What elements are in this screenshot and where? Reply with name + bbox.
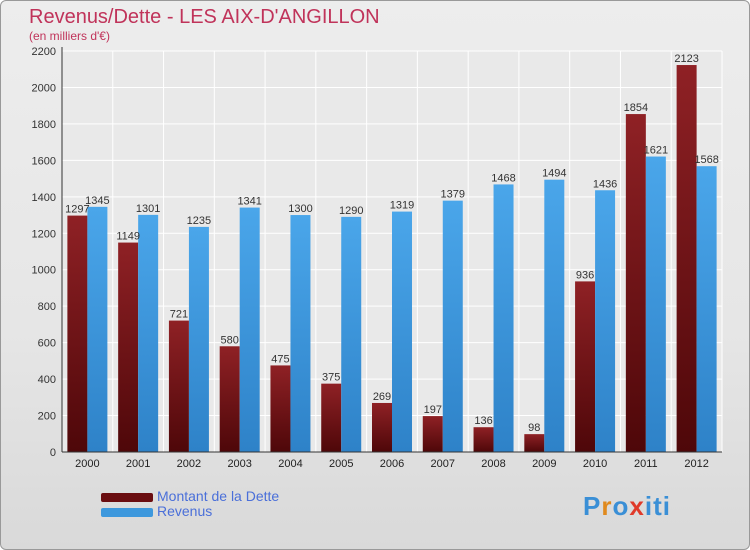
- y-tick-label: 0: [50, 447, 56, 459]
- x-tick-label-2002: 2002: [177, 458, 201, 470]
- y-tick-label: 600: [38, 338, 56, 350]
- logo-letter: P: [583, 491, 602, 521]
- bar-revenus-2007: [442, 200, 463, 452]
- data-label-dette-2007: 197: [424, 404, 442, 416]
- x-tick-label-2012: 2012: [684, 458, 708, 470]
- y-tick-label: 1800: [32, 119, 56, 131]
- logo-letter: r: [601, 491, 613, 521]
- x-tick-label-2004: 2004: [278, 458, 302, 470]
- x-tick-label-2000: 2000: [75, 458, 99, 470]
- logo-letter: o: [612, 491, 630, 521]
- x-tick-label-2005: 2005: [329, 458, 353, 470]
- y-tick-label: 1400: [32, 192, 56, 204]
- logo-letter: i: [662, 491, 671, 521]
- data-label-revenus-2011: 1621: [644, 145, 668, 157]
- data-label-dette-2002: 721: [170, 309, 188, 321]
- data-label-revenus-2002: 1235: [187, 215, 211, 227]
- data-label-revenus-2009: 1494: [542, 168, 566, 180]
- y-tick-label: 1600: [32, 155, 56, 167]
- x-tick-label-2010: 2010: [583, 458, 607, 470]
- bar-dette-2000: [67, 215, 88, 452]
- x-tick-label-2011: 2011: [634, 458, 658, 470]
- x-tick-label-2003: 2003: [227, 458, 251, 470]
- data-label-revenus-2006: 1319: [390, 200, 414, 212]
- data-label-revenus-2001: 1301: [136, 203, 160, 215]
- data-label-dette-2001: 1149: [116, 231, 140, 243]
- bar-revenus-2008: [493, 184, 514, 452]
- bar-revenus-2000: [87, 206, 108, 452]
- x-tick-label-2006: 2006: [380, 458, 404, 470]
- legend-swatch-revenus: [101, 508, 153, 517]
- bar-revenus-2006: [392, 211, 412, 452]
- bar-dette-2004: [270, 365, 291, 452]
- y-tick-label: 800: [38, 301, 56, 313]
- logo-letter: i: [644, 491, 654, 521]
- bar-revenus-2005: [341, 216, 362, 452]
- data-label-revenus-2008: 1468: [491, 172, 515, 184]
- chart-title: Revenus/Dette - LES AIX-D'ANGILLON: [29, 6, 380, 28]
- data-label-dette-2010: 936: [576, 269, 594, 281]
- logo-letter: x: [629, 491, 645, 521]
- bar-revenus-2004: [290, 215, 311, 452]
- y-tick-label: 2000: [32, 82, 56, 94]
- y-tick-label: 2200: [32, 46, 56, 58]
- bar-revenus-2003: [239, 207, 260, 452]
- bar-revenus-2009: [544, 179, 565, 452]
- data-label-revenus-2000: 1345: [85, 195, 109, 207]
- bar-dette-2009: [524, 434, 545, 452]
- legend-label-revenus: Revenus: [157, 503, 213, 519]
- data-label-dette-2005: 375: [322, 372, 340, 384]
- x-tick-label-2008: 2008: [481, 458, 505, 470]
- x-tick-label-2009: 2009: [532, 458, 556, 470]
- data-label-dette-2012: 2123: [674, 53, 698, 65]
- bar-revenus-2011: [645, 156, 666, 453]
- x-tick-label-2007: 2007: [431, 458, 455, 470]
- y-tick-label: 200: [38, 411, 56, 423]
- data-label-revenus-2005: 1290: [339, 205, 363, 217]
- data-label-dette-2009: 98: [528, 422, 540, 434]
- x-tick-label-2001: 2001: [126, 458, 150, 470]
- bar-dette-2011: [625, 114, 646, 453]
- data-label-revenus-2003: 1341: [237, 196, 261, 208]
- data-label-revenus-2004: 1300: [288, 203, 312, 215]
- data-label-dette-2003: 580: [221, 334, 239, 346]
- data-label-revenus-2012: 1568: [694, 154, 718, 166]
- bar-dette-2002: [168, 320, 189, 452]
- bar-dette-2008: [473, 427, 494, 452]
- legend-swatch-dette: [101, 493, 153, 502]
- logo-letter: t: [653, 491, 663, 521]
- proxiti-logo: Proxiti: [583, 491, 671, 522]
- bar-dette-2006: [372, 402, 392, 452]
- bar-revenus-2002: [188, 226, 209, 452]
- data-label-dette-2011: 1854: [624, 102, 648, 114]
- legend-label-dette: Montant de la Dette: [157, 488, 280, 504]
- bar-dette-2007: [422, 416, 443, 452]
- data-label-dette-2008: 136: [474, 415, 492, 427]
- bar-revenus-2012: [696, 166, 717, 453]
- y-tick-label: 400: [38, 374, 56, 386]
- data-label-revenus-2007: 1379: [441, 189, 465, 201]
- y-tick-label: 1000: [32, 265, 56, 277]
- data-label-revenus-2010: 1436: [593, 178, 617, 190]
- chart-subtitle: (en milliers d'€): [29, 29, 110, 43]
- bar-revenus-2010: [595, 190, 616, 453]
- bar-dette-2012: [676, 65, 697, 452]
- bar-revenus-2001: [138, 214, 159, 452]
- bar-dette-2003: [219, 346, 240, 452]
- data-label-dette-2004: 475: [271, 353, 289, 365]
- y-tick-label: 1200: [32, 228, 56, 240]
- data-label-dette-2006: 269: [373, 391, 391, 403]
- bar-dette-2010: [575, 281, 596, 452]
- bar-dette-2001: [118, 242, 139, 452]
- data-label-dette-2000: 1297: [65, 204, 89, 216]
- bar-dette-2005: [321, 383, 342, 452]
